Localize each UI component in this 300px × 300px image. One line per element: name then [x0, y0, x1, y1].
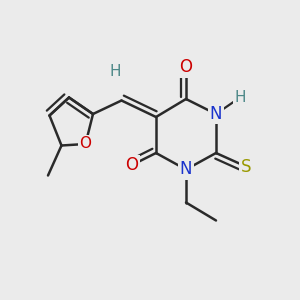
Text: O: O — [125, 156, 139, 174]
Text: S: S — [241, 158, 251, 175]
Text: H: H — [234, 90, 246, 105]
Text: O: O — [80, 136, 92, 152]
Text: H: H — [110, 64, 121, 80]
Text: O: O — [179, 58, 193, 76]
Text: N: N — [210, 105, 222, 123]
Text: N: N — [180, 160, 192, 178]
